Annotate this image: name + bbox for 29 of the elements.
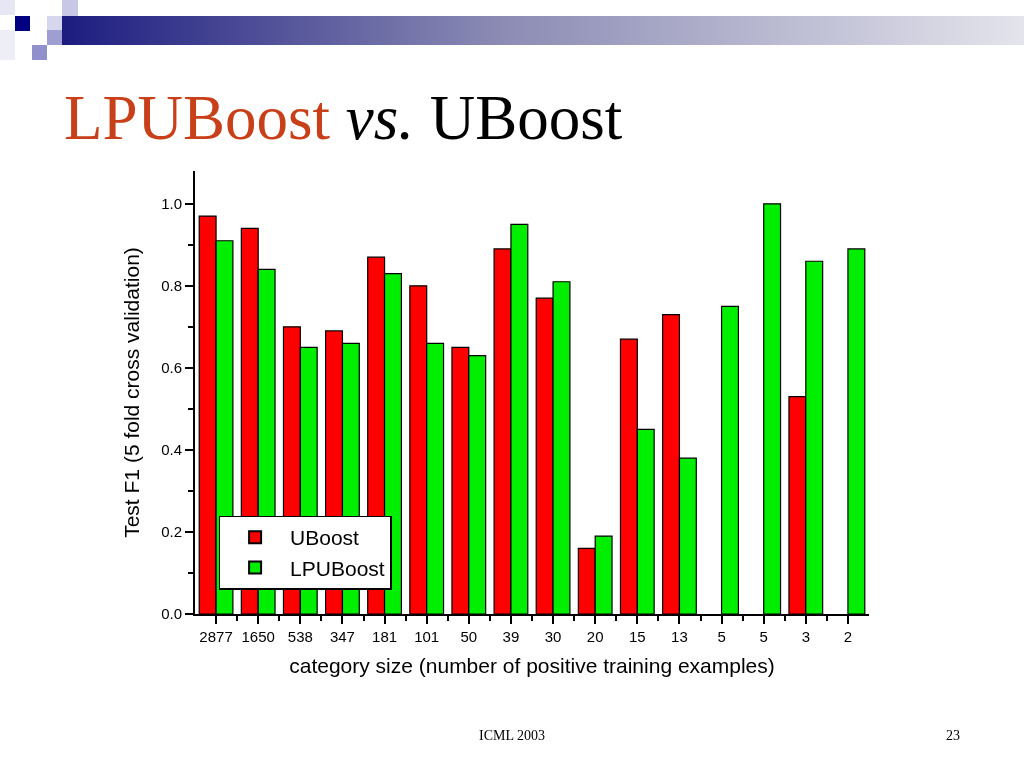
x-tick-label: 39	[502, 628, 520, 645]
chart-title: LPUBoost vs. UBoost	[64, 83, 623, 153]
x-tick-label: 3	[801, 628, 810, 645]
x-tick-label: 2	[843, 628, 853, 645]
text: 23	[946, 728, 960, 744]
x-tick-label: 5	[759, 628, 768, 645]
y-tick-label: 0.0	[161, 605, 182, 623]
y-tick-label: 0.4	[161, 441, 182, 459]
x-axis-title: category size (number of positive training examples)	[289, 653, 775, 677]
legend-label: UBoost	[290, 526, 360, 550]
x-tick-label: 2877	[199, 628, 233, 645]
x-tick-label: 101	[414, 628, 440, 645]
x-tick-label: 1650	[241, 628, 275, 645]
x-tick-label: 5	[717, 628, 726, 645]
x-tick-label: 13	[671, 628, 688, 645]
y-axis-title: Test F1 (5 fold cross validation)	[119, 247, 143, 538]
y-tick-label: 0.2	[161, 523, 182, 541]
x-tick-label: 347	[329, 628, 355, 645]
legend-label: LPUBoost	[290, 556, 385, 580]
x-tick-label: 538	[287, 628, 313, 645]
x-tick-label: 20	[586, 628, 604, 645]
x-tick-label: 30	[544, 628, 562, 645]
y-tick-label: 0.6	[161, 359, 182, 377]
x-tick-label: 50	[460, 628, 478, 645]
x-tick-label: 181	[372, 628, 398, 645]
y-tick-label: 1.0	[161, 195, 182, 213]
text: ICML 2003	[479, 728, 545, 744]
y-tick-label: 0.8	[161, 277, 182, 295]
x-tick-label: 15	[628, 628, 646, 645]
